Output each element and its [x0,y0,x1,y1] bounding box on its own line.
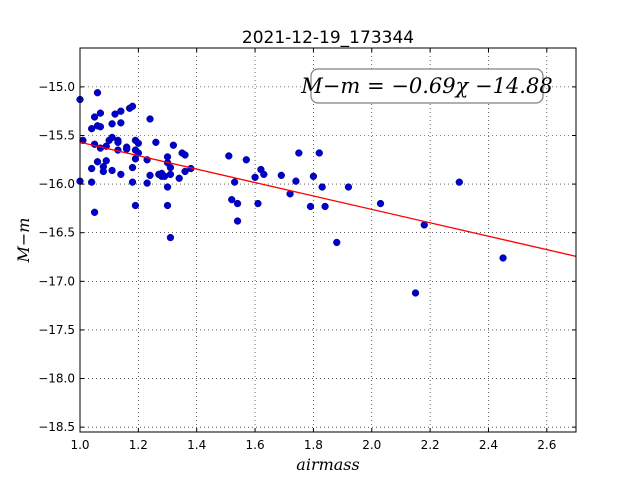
data-point [376,199,385,208]
data-point [181,167,189,176]
x-tick-label: 1.2 [129,438,148,452]
data-point [315,149,323,157]
y-tick-label: −15.0 [38,80,75,94]
x-tick-labels: 1.0 1.2 1.4 1.6 1.8 2.0 2.2 2.4 2.6 [70,438,556,452]
data-point [96,123,105,131]
data-point [254,199,262,208]
data-point [166,163,175,172]
data-point [93,158,102,166]
fit-line [79,141,577,257]
data-point [228,196,236,204]
data-point [134,139,143,147]
data-point [108,133,116,142]
x-tick-label: 1.4 [187,438,206,452]
data-point [108,120,116,128]
equation-text: M−m = −0.69χ −14.88 [300,74,552,98]
data-point [90,113,99,121]
y-tick-labels: −15.0 −15.5 −16.0 −16.5 −17.0 −17.5 −18.0 −18.5 [38,80,75,434]
data-point [230,178,239,186]
y-tick-label: −18.0 [38,372,75,386]
data-point [117,107,125,115]
data-point [102,157,110,165]
data-point [123,145,131,153]
data-point [88,178,96,186]
data-point [114,138,122,146]
data-point [169,141,178,149]
chart-title: 2021-12-19_173344 [242,28,414,48]
equation-box [310,68,544,104]
data-point [163,183,172,191]
data-point [251,173,259,181]
x-tick-label: 1.8 [304,438,323,452]
data-point [225,152,233,160]
data-point [333,238,341,247]
y-tick-label: −16.5 [38,226,75,240]
data-point [242,156,250,164]
y-axis-label: M−m [14,218,33,264]
y-tick-label: −18.5 [38,420,75,434]
y-tick-label: −16.0 [38,177,75,191]
data-point [117,170,125,179]
x-tick-label: 2.2 [421,438,440,452]
data-point [146,171,154,180]
data-point [499,254,507,262]
data-point [277,171,285,180]
data-point [233,217,242,225]
grid [79,48,576,432]
data-point [90,208,99,216]
data-point [128,163,137,172]
data-point [344,183,353,191]
y-tick-label: −17.0 [38,274,75,288]
data-point [128,102,137,110]
data-point [318,183,326,191]
data-point [306,202,315,211]
x-tick-label: 2.6 [537,438,556,452]
x-tick-label: 1.0 [70,438,89,452]
equation-annotation: M−m = −0.69χ −14.88 [300,68,553,104]
data-point [260,170,268,179]
data-point [131,201,140,210]
data-points [76,89,507,297]
data-point [128,178,137,186]
data-point [143,179,151,187]
data-point [166,170,175,179]
x-tick-label: 1.6 [246,438,265,452]
data-point [295,149,303,157]
data-point [88,125,96,133]
data-point [233,199,242,208]
data-point [93,89,102,97]
data-point [146,115,154,123]
data-point [175,174,183,182]
data-point [88,164,96,173]
data-point [117,119,125,127]
y-tick-label: −15.5 [38,128,75,142]
data-point [163,201,172,210]
data-point [108,166,116,175]
data-point [111,110,119,118]
data-point [96,109,105,117]
data-point [152,138,160,146]
data-point [455,178,463,186]
data-point [181,151,189,159]
x-tick-label: 2.0 [362,438,381,452]
x-axis-label: airmass [296,455,359,474]
y-tick-label: −17.5 [38,323,75,337]
data-point [292,177,300,185]
data-point [309,172,318,180]
data-point [411,289,420,297]
data-point [166,233,175,242]
ticks [79,48,576,432]
plot-frame [79,47,577,433]
data-point [321,202,329,211]
x-tick-label: 2.4 [479,438,498,452]
data-point [99,162,107,171]
